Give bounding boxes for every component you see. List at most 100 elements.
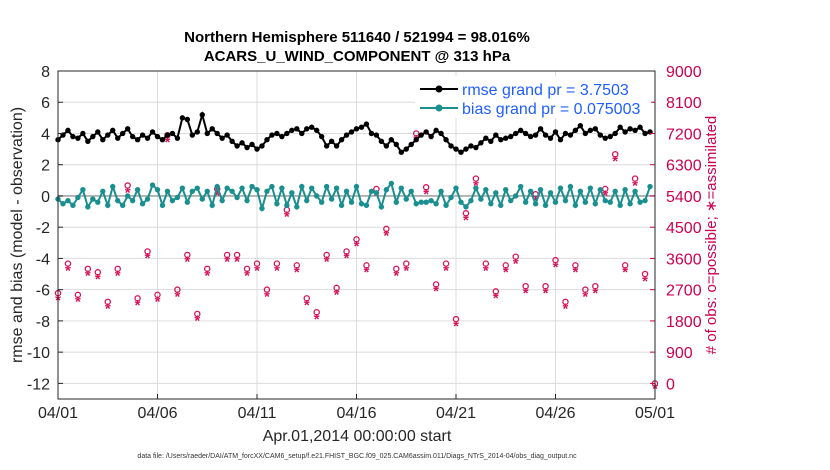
obs-possible-point <box>94 269 102 276</box>
obs-assimilated-point: * <box>184 254 190 271</box>
bias-point <box>184 199 191 205</box>
y-tick-label: -2 <box>36 220 50 237</box>
obs-possible-point <box>243 265 251 273</box>
rmse-point <box>488 138 494 144</box>
y-axis-label-right: # of obs: o=possible; ∗=assimilated <box>703 116 720 355</box>
bias-point <box>314 193 320 199</box>
rmse-point <box>184 116 191 123</box>
rmse-point <box>159 137 166 143</box>
obs-possible-point <box>203 265 211 273</box>
axis-ticks: 86420-2-4-6-8-10-12900081007200630054004… <box>27 64 702 422</box>
obs-assimilated-point: * <box>174 288 180 305</box>
rmse-point <box>154 133 161 140</box>
legend-bias-marker <box>435 104 443 112</box>
obs-possible-point <box>134 295 141 302</box>
obs-assimilated-point: * <box>383 228 389 245</box>
rmse-point <box>279 133 285 140</box>
y-right-tick-label: 9000 <box>666 64 702 81</box>
rmse-point <box>517 127 524 134</box>
rmse-point <box>537 126 544 132</box>
bias-point <box>304 197 310 204</box>
bias-point <box>134 187 141 193</box>
obs-possible-point <box>233 251 241 259</box>
bias-point <box>498 202 504 209</box>
bias-point <box>552 199 559 205</box>
bias-point <box>378 204 385 210</box>
bias-point <box>622 187 628 193</box>
x-tick-label: 05/01 <box>635 405 675 422</box>
obs-assimilated-point: * <box>155 294 161 311</box>
obs-assimilated-point: * <box>453 318 459 335</box>
obs-possible-point <box>572 262 579 269</box>
bias-point <box>189 188 196 194</box>
bias-point <box>557 185 564 191</box>
bias-point <box>264 188 270 194</box>
rmse-point <box>294 126 300 132</box>
rmse-point <box>408 141 414 148</box>
rmse-point <box>348 129 355 135</box>
bias-point <box>403 196 409 202</box>
rmse-point <box>134 137 141 143</box>
x-tick-label: 04/01 <box>38 405 78 422</box>
rmse-point <box>478 140 484 146</box>
rmse-point <box>448 143 454 149</box>
rmse-point <box>592 126 598 132</box>
obs-assimilated-point: * <box>493 290 499 307</box>
bias-point <box>323 183 330 190</box>
obs-assimilated-point: * <box>284 209 290 226</box>
bias-point <box>115 197 121 204</box>
bias-point <box>413 201 419 207</box>
obs-possible-point <box>641 270 649 278</box>
obs-assimilated-point: * <box>85 268 91 285</box>
bias-point <box>204 188 210 194</box>
obs-assimilated-point: * <box>572 264 578 281</box>
rmse-point <box>527 133 534 140</box>
bias-point <box>612 188 618 194</box>
bias-point <box>443 202 449 209</box>
bias-point <box>493 190 499 196</box>
bias-point <box>597 187 603 193</box>
chart-title-line1: Northern Hemisphere 511640 / 521994 = 98… <box>184 29 530 46</box>
obs-possible-point <box>402 260 410 267</box>
obs-assimilated-point: * <box>304 297 310 314</box>
obs-possible-point <box>562 298 569 306</box>
x-axis-label: Apr.01,2014 00:00:00 start <box>263 428 452 445</box>
bias-point <box>154 187 161 193</box>
rmse-point <box>119 130 126 137</box>
rmse-point <box>333 143 340 149</box>
bias-point <box>483 187 489 193</box>
bias-point <box>119 202 126 209</box>
rmse-point <box>144 135 151 141</box>
bias-point <box>423 199 429 205</box>
bias-point <box>90 196 96 202</box>
rmse-point <box>373 132 380 138</box>
bias-point <box>363 202 370 209</box>
bias-point <box>129 197 136 204</box>
rmse-point <box>587 127 594 134</box>
y-tick-label: 8 <box>41 64 50 81</box>
x-tick-label: 04/26 <box>535 405 575 422</box>
obs-possible-point <box>223 251 231 259</box>
obs-assimilated-point: * <box>642 273 648 290</box>
y-right-tick-label: 7200 <box>666 126 702 143</box>
obs-possible-point <box>174 286 181 293</box>
bias-point <box>567 183 574 190</box>
rmse-point <box>388 137 395 143</box>
rmse-point <box>403 146 409 152</box>
bias-point <box>105 202 111 209</box>
bias-point <box>637 199 643 205</box>
rmse-point <box>413 137 419 143</box>
obs-assimilated-point: * <box>563 301 569 318</box>
rmse-point <box>428 133 434 140</box>
bias-point <box>110 183 116 190</box>
bias-point <box>358 201 365 207</box>
y-right-tick-label: 1800 <box>666 314 702 331</box>
rmse-point <box>622 129 628 135</box>
rmse-point <box>438 130 444 137</box>
obs-assimilated-point: * <box>125 184 131 201</box>
y-right-tick-label: 0 <box>666 376 675 393</box>
rmse-point <box>393 141 399 148</box>
rmse-point <box>323 143 330 149</box>
rmse-point <box>214 130 220 137</box>
obs-possible-point <box>293 262 301 269</box>
